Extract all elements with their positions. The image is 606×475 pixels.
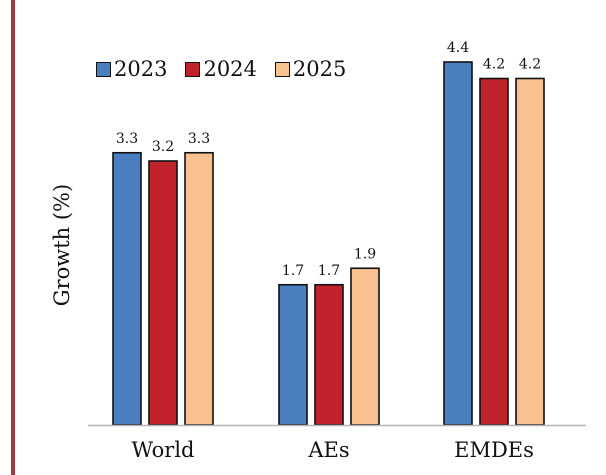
- x-tick-label-aes: AEs: [307, 438, 349, 462]
- legend-swatch-2025: [274, 61, 290, 77]
- legend-label-2023: 2023: [114, 57, 168, 81]
- chart-legend: 2023 2024 2025: [96, 57, 364, 81]
- legend-item-2023: 2023: [96, 57, 167, 81]
- bar-emdes-2023: [443, 61, 473, 426]
- data-label-emdes-2025: 4.2: [519, 57, 541, 73]
- bar-aes-2023: [278, 283, 308, 426]
- x-tick-label-emdes: EMDEs: [454, 438, 534, 462]
- bar-emdes-2024: [479, 77, 509, 426]
- legend-label-2024: 2024: [203, 57, 257, 81]
- data-label-world-2025: 3.3: [188, 131, 210, 147]
- data-label-aes-2024: 1.7: [318, 263, 340, 279]
- bar-aes-2025: [350, 267, 380, 426]
- legend-item-2024: 2024: [185, 57, 257, 81]
- data-label-world-2024: 3.2: [152, 139, 174, 155]
- bar-aes-2024: [314, 283, 344, 426]
- left-accent-rule: [11, 0, 15, 475]
- bar-emdes-2025: [515, 77, 545, 426]
- legend-swatch-2023: [96, 61, 111, 77]
- bar-world-2025: [184, 151, 214, 426]
- x-tick-label-world: World: [132, 438, 195, 462]
- legend-label-2025: 2025: [292, 57, 347, 81]
- legend-item-2025: 2025: [274, 57, 347, 81]
- data-label-aes-2023: 1.7: [282, 263, 304, 279]
- legend-swatch-2024: [185, 61, 201, 77]
- data-label-emdes-2023: 4.4: [447, 40, 469, 56]
- data-label-aes-2025: 1.9: [354, 246, 376, 262]
- bar-world-2024: [148, 160, 178, 426]
- bar-world-2023: [112, 151, 142, 426]
- data-label-world-2023: 3.3: [116, 131, 138, 147]
- data-label-emdes-2024: 4.2: [483, 57, 505, 73]
